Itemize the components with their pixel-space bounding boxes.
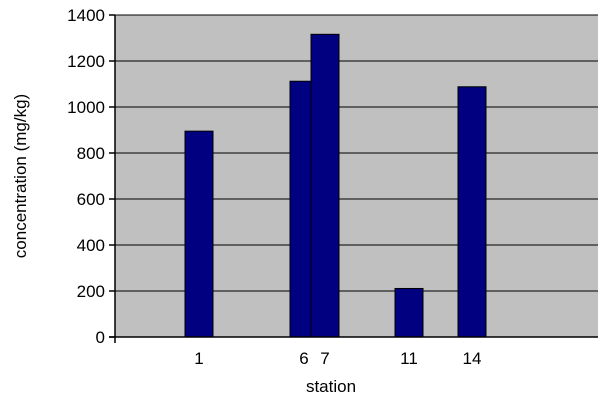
y-axis-ticks: 0 200 400 600 800 1000 1200 1400 xyxy=(67,6,115,347)
y-tick-label: 0 xyxy=(96,328,105,347)
y-tick-label: 200 xyxy=(77,282,105,301)
y-axis-title: concentration (mg/kg) xyxy=(11,94,30,258)
y-tick-label: 1400 xyxy=(67,6,105,25)
x-axis-ticks: 1 6 7 11 14 xyxy=(194,349,481,368)
y-tick-label: 400 xyxy=(77,236,105,255)
y-tick-label: 1000 xyxy=(67,98,105,117)
x-tick-label: 11 xyxy=(400,349,418,368)
bar-station-14 xyxy=(457,86,487,338)
y-tick-label: 1200 xyxy=(67,52,105,71)
bar-station-7 xyxy=(310,33,340,338)
x-tick-label: 7 xyxy=(320,349,329,368)
x-tick-label: 1 xyxy=(194,349,203,368)
y-tick-label: 600 xyxy=(77,190,105,209)
x-axis-title: station xyxy=(306,377,356,396)
bar-station-11 xyxy=(394,287,424,338)
x-tick-label: 6 xyxy=(299,349,308,368)
y-tick-label: 800 xyxy=(77,144,105,163)
bar-station-1 xyxy=(184,130,214,338)
x-tick-label: 14 xyxy=(463,349,482,368)
